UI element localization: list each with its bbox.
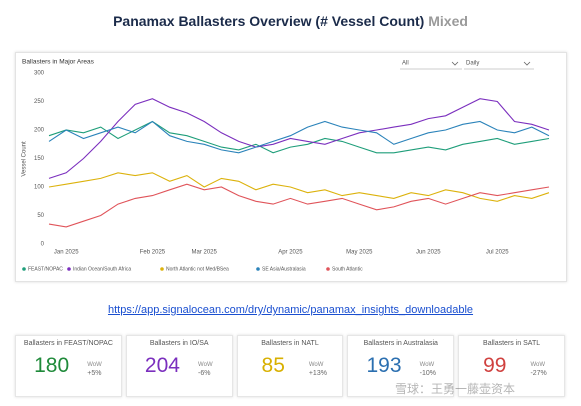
card-wow-label: WoW xyxy=(308,362,324,368)
card-value: 193 xyxy=(366,354,402,377)
legend-marker xyxy=(22,267,26,271)
card-change: +5% xyxy=(87,370,102,377)
series-line xyxy=(48,98,550,179)
card-value: 180 xyxy=(34,354,70,377)
chart-panel: Ballasters in Major Areas Vessel Count A… xyxy=(15,52,567,282)
filter-dropdown[interactable]: Daily xyxy=(466,61,479,67)
legend-marker xyxy=(67,267,71,271)
card-change: +13% xyxy=(308,370,327,377)
card-wow-label: WoW xyxy=(530,362,545,368)
card-value: 85 xyxy=(261,354,285,377)
x-tick-label: Feb 2025 xyxy=(140,250,166,256)
legend-marker xyxy=(160,267,164,271)
kpi-card: Ballasters in NATL 85 WoW +13% xyxy=(236,335,344,397)
legend-label: South Atlantic xyxy=(332,266,363,272)
y-tick-label: 250 xyxy=(34,99,45,105)
dropdown-chevron xyxy=(523,61,531,66)
card-change: -10% xyxy=(419,370,436,377)
series-line xyxy=(48,172,550,202)
card-change: -27% xyxy=(530,370,547,377)
card-title: Ballasters in Australasia xyxy=(363,340,438,347)
filter-dropdown[interactable]: All xyxy=(402,61,409,67)
chart: Ballasters in Major Areas Vessel Count A… xyxy=(22,59,550,272)
y-axis-label: Vessel Count xyxy=(22,141,28,177)
series-line xyxy=(48,120,550,154)
card-wow-label: WoW xyxy=(198,362,213,368)
card-title: Ballasters in IO/SA xyxy=(149,340,209,347)
subtitle: Mixed xyxy=(428,13,468,29)
legend-label: SE Asia/Australasia xyxy=(262,266,306,272)
y-tick-label: 50 xyxy=(37,213,44,219)
x-tick-label: Jul 2025 xyxy=(486,250,509,256)
series-line xyxy=(48,120,550,154)
card-title: Ballasters in NATL xyxy=(261,340,319,347)
legend-marker xyxy=(326,267,330,271)
kpi-card: Ballasters in SATL 99 WoW -27% xyxy=(458,335,565,397)
y-tick-label: 100 xyxy=(34,185,45,191)
legend-label: Indian Ocean/South Africa xyxy=(73,266,131,272)
legend-label: North Atlantic not Med/BSea xyxy=(166,266,229,272)
kpi-cards: Ballasters in FEAST/NOPAC 180 WoW +5% Ballas… xyxy=(15,335,565,397)
title-text: Panamax Ballasters Overview (# Vessel Co… xyxy=(113,13,425,29)
card-wow-label: WoW xyxy=(419,362,435,368)
card-title: Ballasters in FEAST/NOPAC xyxy=(23,340,113,347)
y-tick-label: 300 xyxy=(34,71,45,77)
y-tick-label: 200 xyxy=(34,128,45,134)
card-wow-label: WoW xyxy=(87,362,102,368)
page-title: Panamax Ballasters Overview (# Vessel Co… xyxy=(0,13,581,29)
y-tick-label: 150 xyxy=(34,156,45,162)
x-tick-label: May 2025 xyxy=(346,250,373,256)
card-value: 99 xyxy=(483,354,507,377)
series-line xyxy=(48,183,550,228)
kpi-card: Ballasters in FEAST/NOPAC 180 WoW +5% xyxy=(15,335,122,397)
x-tick-label: Jan 2025 xyxy=(54,250,79,256)
x-tick-label: Jun 2025 xyxy=(416,250,441,256)
card-value: 204 xyxy=(144,354,180,377)
x-tick-label: Apr 2025 xyxy=(278,250,303,256)
card-change: -6% xyxy=(198,370,211,377)
x-tick-label: Mar 2025 xyxy=(191,250,217,256)
legend-marker xyxy=(256,267,260,271)
kpi-card: Ballasters in IO/SA 204 WoW -6% xyxy=(125,335,233,397)
dropdown-chevron xyxy=(451,61,459,66)
chart-title: Ballasters in Major Areas xyxy=(22,59,95,66)
card-title: Ballasters in SATL xyxy=(483,340,541,347)
legend-label: FEAST/NOPAC xyxy=(28,266,63,272)
y-tick-label: 0 xyxy=(41,242,45,248)
watermark: 雪球：王勇一藤壶资本 xyxy=(395,382,516,396)
link[interactable]: https://app.signalocean.com/dry/dynamic/… xyxy=(107,304,474,316)
kpi-card: Ballasters in Australasia 193 WoW -10% xyxy=(347,335,455,397)
